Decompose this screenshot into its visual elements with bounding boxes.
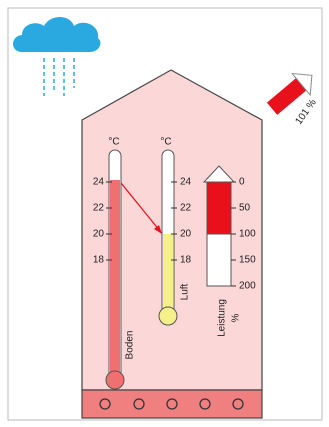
scale-label: 0 [239,177,245,188]
scale-label: 24 [93,177,105,188]
gauge-unit: % [231,313,242,322]
scale-label: 18 [93,255,105,266]
floor-thermometer [106,150,124,389]
gauge-label: Leistung [217,299,228,337]
scale-label: 20 [180,229,192,240]
scale-label: 22 [93,203,105,214]
scale-label: 24 [180,177,192,188]
floor-label: Boden [125,331,136,360]
diagram: 101 % °C °C Boden Luft Leistung % 24 22 20… [0,0,329,427]
power-gauge [204,166,234,286]
scale-label: 100 [239,229,256,240]
air-label: Luft [180,283,191,300]
cloud [13,17,100,96]
floor-heating [82,390,262,418]
scale-label: 22 [180,203,192,214]
scale-label: 20 [93,229,105,240]
page: {"pump_output": "101 %", "floor_thermome… [0,0,329,427]
scale-label: 200 [239,281,256,292]
scale-label: 150 [239,255,256,266]
air-thermometer [159,150,177,325]
scale-label: 50 [239,203,251,214]
unit-label: °C [108,137,119,148]
scale-label: 18 [180,255,192,266]
pump-output: 101 % [293,97,318,127]
unit-label: °C [160,137,171,148]
